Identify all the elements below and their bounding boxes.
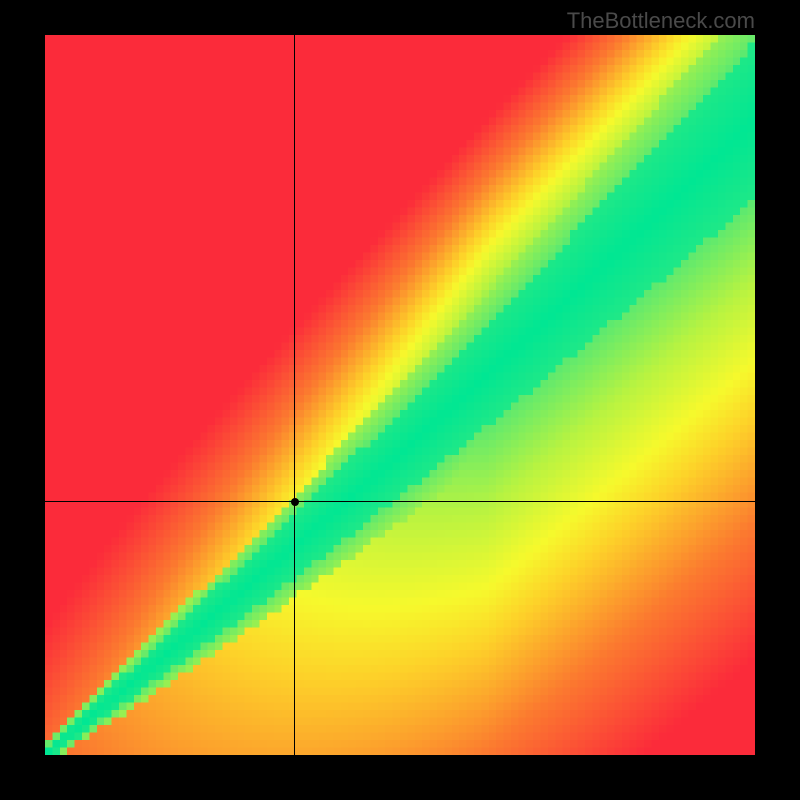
watermark-text: TheBottleneck.com	[567, 8, 755, 34]
crosshair-horizontal	[45, 501, 755, 502]
bottleneck-heatmap	[45, 35, 755, 755]
chart-container: TheBottleneck.com	[0, 0, 800, 800]
crosshair-vertical	[294, 35, 295, 755]
crosshair-marker	[291, 498, 299, 506]
